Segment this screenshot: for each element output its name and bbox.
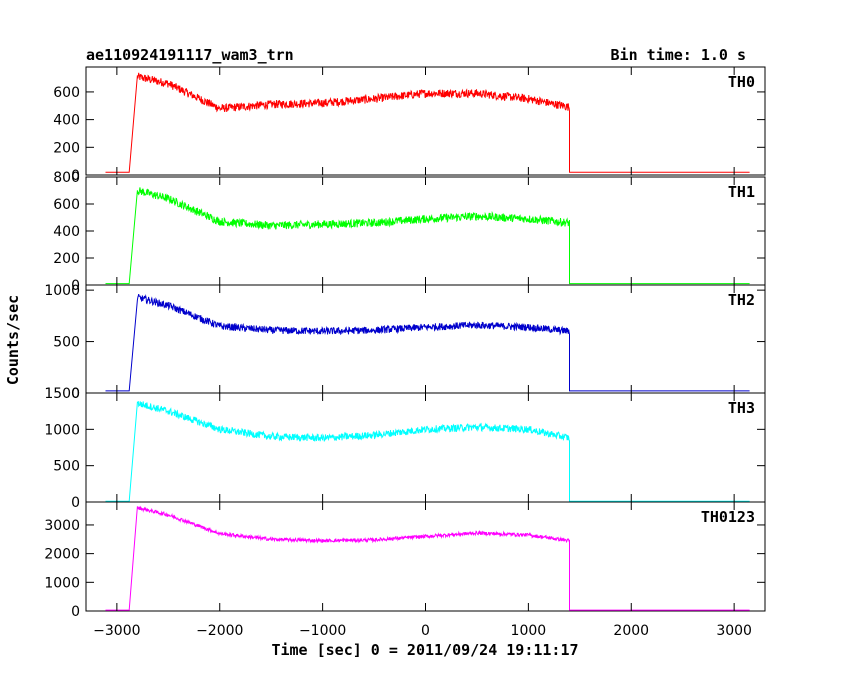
y-axis-label: Counts/sec xyxy=(4,295,22,385)
y-tick-label: 800 xyxy=(53,170,80,186)
panel-th0123: TH0123 0 1000 2000 3000 xyxy=(44,501,766,620)
y-tick-label: 3000 xyxy=(44,518,80,534)
y-tick-label: 0 xyxy=(71,604,80,620)
x-tick-label: 3000 xyxy=(716,623,752,639)
panel-label: TH2 xyxy=(728,291,755,309)
panel-frame xyxy=(85,392,766,503)
x-tick-label: 2000 xyxy=(613,623,649,639)
panel-th2: TH2 0 500 1000 xyxy=(44,283,766,402)
panel-th0: TH0 0 200 400 600 xyxy=(53,66,766,184)
x-tick-label: 0 xyxy=(421,623,430,639)
series-line-th0123 xyxy=(105,505,750,611)
panel-frame xyxy=(85,501,766,612)
series-line-th3 xyxy=(105,401,750,502)
series-line-th1 xyxy=(105,187,750,285)
series-line-th2 xyxy=(105,293,750,392)
y-tick-label: 200 xyxy=(53,140,80,156)
x-tick-label: −3000 xyxy=(93,623,140,639)
panel-frame xyxy=(85,66,766,176)
y-tick-label: 500 xyxy=(53,335,80,351)
y-tick-label: 2000 xyxy=(44,547,80,563)
y-tick-label: 500 xyxy=(53,459,80,475)
y-tick-label: 0 xyxy=(71,386,80,402)
y-tick-label: 1000 xyxy=(44,422,80,438)
y-tick-label: 400 xyxy=(53,224,80,240)
y-tick-label: 1000 xyxy=(44,283,80,299)
x-tick-label: −2000 xyxy=(196,623,243,639)
panel-group: TH0 0 200 400 600 TH1 0 200 400 600 800 TH2 0 500 1000… xyxy=(44,66,766,639)
y-tick-label: 1500 xyxy=(44,386,80,402)
panel-label: TH0123 xyxy=(701,508,755,526)
y-tick-label: 600 xyxy=(53,85,80,101)
y-tick-label: 600 xyxy=(53,197,80,213)
y-tick-label: 1000 xyxy=(44,575,80,591)
panel-th1: TH1 0 200 400 600 800 xyxy=(53,170,766,294)
series-line-th0 xyxy=(105,72,750,173)
y-tick-label: 400 xyxy=(53,113,80,129)
x-tick-label: 1000 xyxy=(511,623,547,639)
chart-title: ae110924191117_wam3_trn xyxy=(86,46,294,64)
panel-th3: TH3 0 500 1000 1500 xyxy=(44,386,766,511)
y-tick-label: 200 xyxy=(53,251,80,267)
y-tick-label: 0 xyxy=(71,168,80,184)
y-tick-label: 0 xyxy=(71,278,80,294)
panel-frame xyxy=(85,176,766,286)
x-tick-label: −1000 xyxy=(299,623,346,639)
panel-label: TH1 xyxy=(728,183,755,201)
y-tick-label: 0 xyxy=(71,495,80,511)
panel-label: TH3 xyxy=(728,399,755,417)
panel-label: TH0 xyxy=(728,73,755,91)
x-axis-label: Time [sec] 0 = 2011/09/24 19:11:17 xyxy=(271,641,578,659)
panel-frame xyxy=(85,284,766,394)
bin-time-label: Bin time: 1.0 s xyxy=(611,46,746,64)
